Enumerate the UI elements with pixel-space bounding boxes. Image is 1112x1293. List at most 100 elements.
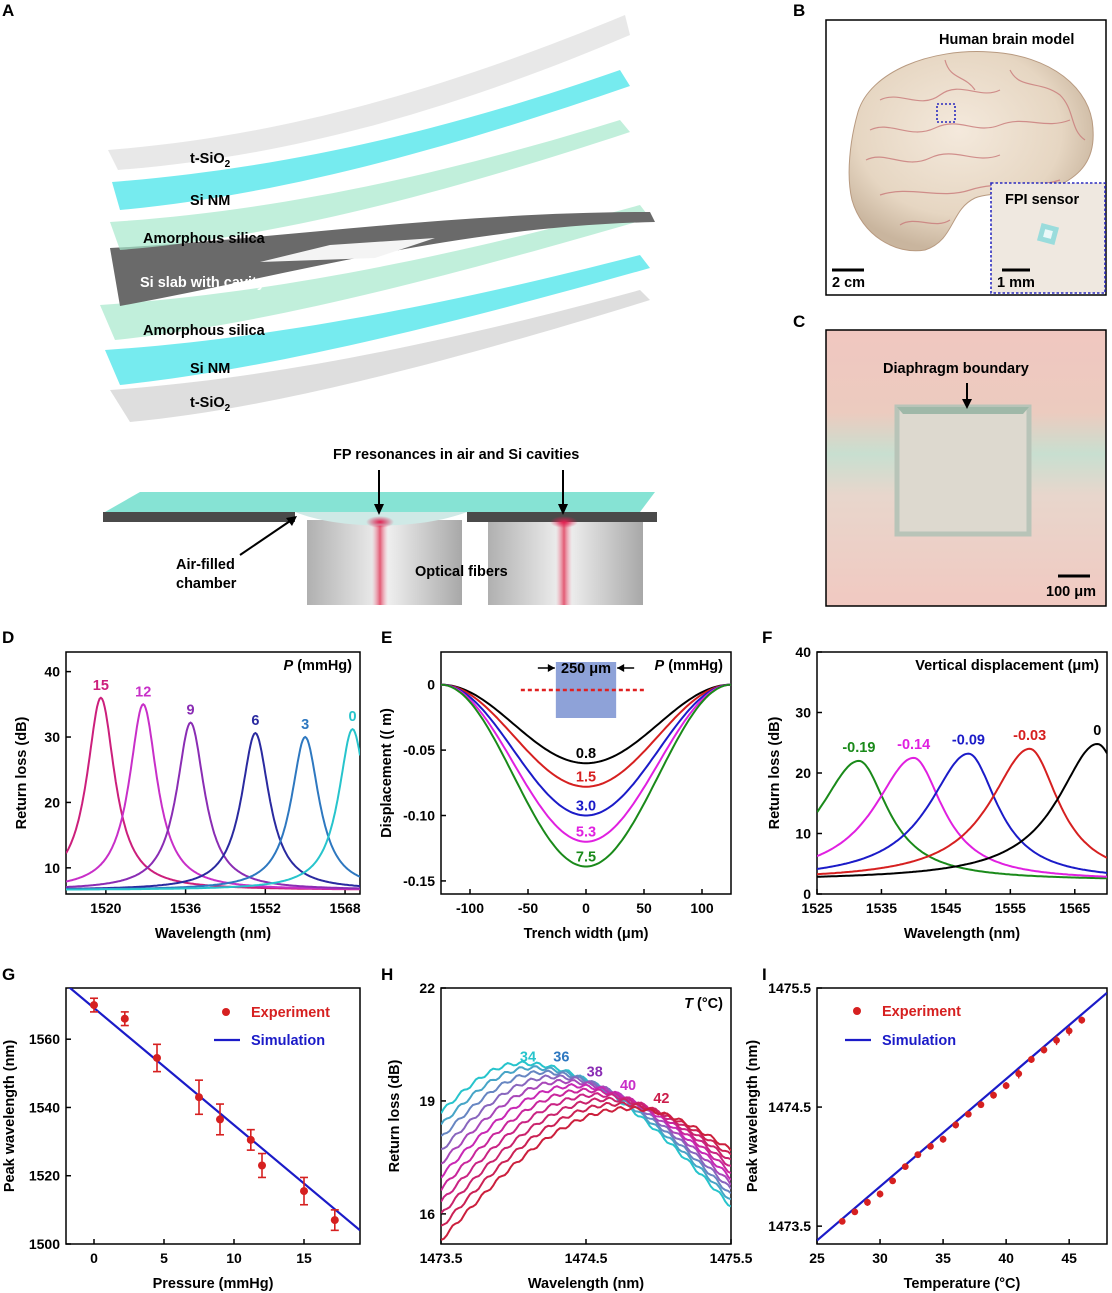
data-point-i [914, 1151, 922, 1159]
scale-label-2cm: 2 cm [832, 275, 865, 291]
series-line-h-1 [441, 1065, 731, 1201]
y-tick-label-d: 10 [44, 860, 60, 876]
data-point-g [246, 1135, 255, 1144]
data-point-i [1078, 1016, 1086, 1024]
series-label-h-38: 38 [587, 1065, 603, 1081]
series-line-e-1.5 [440, 683, 732, 788]
series-label-f--0.14: -0.14 [897, 737, 930, 753]
legend-label-simulation-i: Simulation [882, 1033, 956, 1049]
series-line-h-4 [441, 1078, 731, 1186]
inset-arrowhead-left-e [547, 664, 555, 672]
x-tick-label-f: 1525 [801, 900, 832, 916]
series-label-d-0: 0 [348, 709, 356, 725]
series-line-d-12 [66, 703, 360, 890]
label-top-sinm: Si NM [190, 193, 230, 209]
x-axis-label-g: Pressure (mmHg) [153, 1276, 274, 1292]
y-tick-label-i: 1475.5 [768, 980, 811, 996]
si-slab-cavity [260, 238, 435, 262]
plot-frame-i [816, 987, 1108, 1245]
y-tick-label-h: 22 [419, 980, 435, 996]
series-line-e-7.5 [440, 683, 732, 868]
x-tick-label-e: 0 [582, 900, 590, 916]
data-point-i [990, 1091, 997, 1099]
series-label-f-0: 0 [1093, 723, 1101, 739]
panel-a-cross-section: FP resonances in air and Si cavities Air… [103, 447, 657, 605]
arrow-chamber [239, 518, 294, 556]
x-tick-label-h: 1473.5 [420, 1250, 463, 1266]
simulation-line-g [68, 988, 360, 1232]
y-tick-label-h: 16 [419, 1206, 435, 1222]
series-line-h-5 [441, 1083, 731, 1181]
panel-letter-i: I [762, 965, 767, 984]
series-label-e-3.0: 3.0 [576, 799, 596, 815]
series-line-d-0 [66, 728, 360, 891]
label-top-amorph: Amorphous silica [143, 231, 266, 247]
x-tick-label-i: 45 [1061, 1250, 1077, 1266]
legend-label-experiment-i: Experiment [882, 1004, 961, 1020]
y-tick-label-i: 1474.5 [768, 1099, 811, 1115]
layer-top-amorph [110, 120, 630, 250]
x-tick-label-g: 5 [160, 1250, 168, 1266]
x-axis-label-f: Wavelength (nm) [904, 926, 1020, 942]
fpi-sensor-cavity [1043, 229, 1053, 239]
panel-b-title: Human brain model [939, 32, 1074, 48]
series-line-f--0.19 [817, 759, 1107, 880]
label-bottom-amorph: Amorphous silica [143, 323, 266, 339]
legend-label-simulation-g: Simulation [251, 1033, 325, 1049]
data-point-i [889, 1177, 897, 1185]
x-tick-label-f: 1535 [866, 900, 897, 916]
series-line-f--0.14 [817, 756, 1107, 878]
y-axis-label-h: Return loss (dB) [387, 1059, 403, 1172]
chart-h: 1473.5 1474.5 1475.5 16 19 22 Wavelength (nm) R… [387, 980, 753, 1292]
diaphragm-arrow-head [962, 399, 972, 409]
series-label-e-5.3: 5.3 [576, 825, 596, 841]
series-line-h-8 [441, 1096, 731, 1214]
resonance-spot-si [550, 516, 578, 528]
panel-letter-e: E [381, 628, 392, 647]
layer-top-sinm [112, 70, 630, 210]
x-tick-label-e: 100 [690, 900, 714, 916]
callout-fp-resonances: FP resonances in air and Si cavities [333, 447, 579, 463]
arrow-air-head [374, 504, 384, 515]
x-tick-label-d: 1568 [329, 900, 360, 916]
series-label-e-7.5: 7.5 [576, 850, 596, 866]
data-point-i [927, 1142, 934, 1150]
x-tick-label-i: 30 [872, 1250, 888, 1266]
data-point-i [964, 1110, 972, 1118]
data-point-g [216, 1115, 224, 1124]
x-tick-label-d: 1520 [90, 900, 121, 916]
panel-c-micrograph: Diaphragm boundary 100 μm [825, 329, 1107, 607]
arrow-chamber-head [286, 516, 297, 526]
x-tick-label-i: 25 [809, 1250, 825, 1266]
layer-bottom-sinm [105, 255, 650, 385]
scale-label-1mm-text: 1 mm [997, 275, 1035, 291]
series-label-d-15: 15 [93, 678, 109, 694]
y-tick-label-e: 0 [427, 677, 435, 693]
data-point-i [1040, 1046, 1048, 1054]
series-label-e-1.5: 1.5 [576, 770, 596, 786]
data-point-i [1002, 1082, 1010, 1090]
legend-title-e: P (mmHg) [655, 658, 724, 674]
plot-frame-d [65, 651, 361, 895]
series-label-h-40: 40 [620, 1078, 636, 1094]
series-line-e-5.3 [440, 683, 732, 843]
plot-frame-f [816, 651, 1108, 895]
data-point-g [258, 1161, 266, 1170]
data-point-i [1027, 1056, 1035, 1063]
label-chamber-2: chamber [176, 576, 237, 592]
x-tick-label-i: 35 [935, 1250, 951, 1266]
beam-left [372, 520, 388, 605]
scale-label-100um: 100 μm [1046, 584, 1096, 600]
series-line-d-3 [66, 735, 360, 891]
layer-bottom-tsio2 [110, 290, 650, 422]
chart-i: 25 30 35 40 45 1473.5 1474.5 1475.5 Temperature … [745, 980, 1108, 1292]
panel-letter-c: C [793, 312, 805, 331]
series-line-h-6 [441, 1087, 731, 1192]
y-tick-label-f: 40 [795, 644, 811, 660]
series-label-f--0.03: -0.03 [1013, 728, 1046, 744]
series-line-h-10 [441, 1105, 731, 1241]
panel-letter-a: A [2, 1, 14, 20]
data-point-g [330, 1216, 339, 1225]
data-point-g [120, 1014, 129, 1023]
